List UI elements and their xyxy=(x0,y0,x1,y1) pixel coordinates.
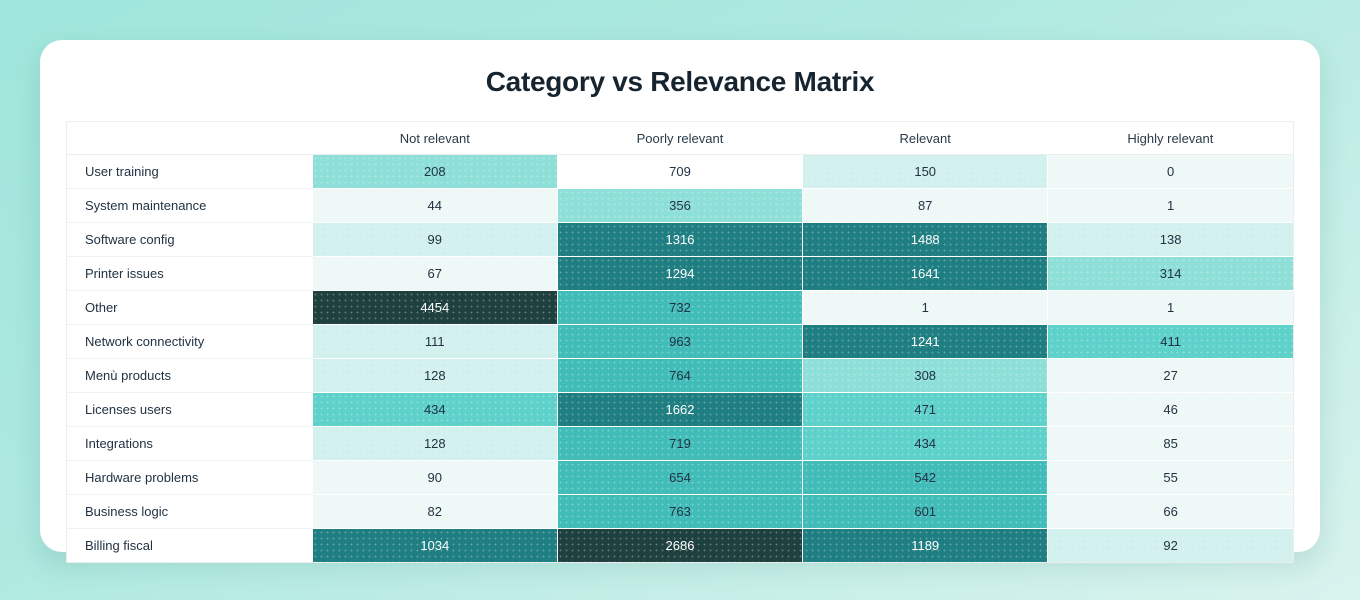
page-title: Category vs Relevance Matrix xyxy=(485,66,875,97)
heatmap-cell[interactable]: 128 xyxy=(311,358,558,393)
table-row: Other 4454 732 1 1 xyxy=(67,290,1293,325)
heatmap-cell[interactable]: 411 xyxy=(1047,324,1293,359)
row-label-hardware-problems: Hardware problems xyxy=(67,460,313,495)
column-header-highly-relevant: Highly relevant xyxy=(1047,122,1293,155)
table-row: Printer issues 67 1294 1641 314 xyxy=(67,256,1293,291)
heatmap-cell[interactable]: 27 xyxy=(1047,358,1293,393)
heatmap-cell[interactable]: 138 xyxy=(1047,222,1293,257)
heatmap-cell[interactable]: 1662 xyxy=(556,392,803,427)
heatmap-cell[interactable]: 1 xyxy=(1047,188,1293,223)
table-row: Network connectivity 111 963 1241 411 xyxy=(67,324,1293,359)
table-row: Licenses users 434 1662 471 46 xyxy=(67,392,1293,427)
table-row: Integrations 128 719 434 85 xyxy=(67,426,1293,461)
row-label-licenses-users: Licenses users xyxy=(67,392,313,427)
heatmap-cell[interactable]: 1 xyxy=(1047,290,1293,325)
matrix-table-container: Not relevant Poorly relevant Relevant Highl… xyxy=(66,121,1294,563)
row-label-user-training: User training xyxy=(67,154,313,189)
heatmap-cell[interactable]: 732 xyxy=(556,290,803,325)
heatmap-cell[interactable]: 92 xyxy=(1047,528,1293,562)
row-label-printer-issues: Printer issues xyxy=(67,256,313,291)
heatmap-cell[interactable]: 1 xyxy=(802,290,1048,325)
heatmap-cell[interactable]: 963 xyxy=(556,324,803,359)
row-label-billing-fiscal: Billing fiscal xyxy=(67,528,313,562)
heatmap-cell[interactable]: 67 xyxy=(311,256,558,291)
heatmap-cell[interactable]: 1316 xyxy=(556,222,803,257)
heatmap-cell[interactable]: 709 xyxy=(556,154,803,189)
heatmap-cell[interactable]: 1294 xyxy=(556,256,803,291)
row-label-other: Other xyxy=(67,290,313,325)
column-header-not-relevant: Not relevant xyxy=(312,122,558,155)
table-row: Software config 99 1316 1488 138 xyxy=(67,222,1293,257)
matrix-body: User training 208 709 150 0 System maintenanc… xyxy=(67,154,1293,562)
heatmap-cell[interactable]: 4454 xyxy=(311,290,558,325)
heatmap-cell[interactable]: 356 xyxy=(556,188,803,223)
heatmap-cell[interactable]: 90 xyxy=(311,460,558,495)
heatmap-cell[interactable]: 44 xyxy=(311,188,558,223)
heatmap-cell[interactable]: 66 xyxy=(1047,494,1293,529)
heatmap-cell[interactable]: 85 xyxy=(1047,426,1293,461)
matrix-header-row: Not relevant Poorly relevant Relevant Highl… xyxy=(67,122,1293,155)
heatmap-cell[interactable]: 1488 xyxy=(802,222,1048,257)
row-label-software-config: Software config xyxy=(67,222,313,257)
heatmap-cell[interactable]: 111 xyxy=(311,324,558,359)
heatmap-cell[interactable]: 471 xyxy=(802,392,1048,427)
table-row: System maintenance 44 356 87 1 xyxy=(67,188,1293,223)
heatmap-cell[interactable]: 150 xyxy=(802,154,1048,189)
table-row: Business logic 82 763 601 66 xyxy=(67,494,1293,529)
heatmap-cell[interactable]: 764 xyxy=(556,358,803,393)
heatmap-cell[interactable]: 434 xyxy=(311,392,558,427)
heatmap-cell[interactable]: 128 xyxy=(311,426,558,461)
row-label-menù-products: Menù products xyxy=(67,358,313,393)
heatmap-cell[interactable]: 1034 xyxy=(311,528,558,562)
row-label-system-maintenance: System maintenance xyxy=(67,188,313,223)
table-row: User training 208 709 150 0 xyxy=(67,154,1293,189)
heatmap-cell[interactable]: 719 xyxy=(556,426,803,461)
heatmap-cell[interactable]: 542 xyxy=(802,460,1048,495)
heatmap-cell[interactable]: 763 xyxy=(556,494,803,529)
column-header-poorly-relevant: Poorly relevant xyxy=(557,122,803,155)
matrix-card: Category vs Relevance Matrix Not relevan… xyxy=(40,40,1320,563)
heatmap-cell[interactable]: 1241 xyxy=(802,324,1048,359)
table-row: Hardware problems 90 654 542 55 xyxy=(67,460,1293,495)
heatmap-cell[interactable]: 1641 xyxy=(802,256,1048,291)
row-label-network-connectivity: Network connectivity xyxy=(67,324,313,359)
heatmap-cell[interactable]: 2686 xyxy=(556,528,803,562)
heatmap-cell[interactable]: 46 xyxy=(1047,392,1293,427)
heatmap-cell[interactable]: 601 xyxy=(802,494,1048,529)
row-label-business-logic: Business logic xyxy=(67,494,313,529)
matrix-corner-cell xyxy=(67,122,313,155)
table-row: Billing fiscal 1034 2686 1189 92 xyxy=(67,528,1293,562)
column-header-relevant: Relevant xyxy=(802,122,1048,155)
table-row: Menù products 128 764 308 27 xyxy=(67,358,1293,393)
heatmap-cell[interactable]: 99 xyxy=(311,222,558,257)
row-label-integrations: Integrations xyxy=(67,426,313,461)
heatmap-cell[interactable]: 82 xyxy=(311,494,558,529)
category-relevance-matrix: Not relevant Poorly relevant Relevant Highl… xyxy=(67,122,1293,562)
heatmap-cell[interactable]: 308 xyxy=(802,358,1048,393)
heatmap-cell[interactable]: 208 xyxy=(311,154,558,189)
heatmap-cell[interactable]: 55 xyxy=(1047,460,1293,495)
heatmap-cell[interactable]: 654 xyxy=(556,460,803,495)
heatmap-cell[interactable]: 314 xyxy=(1047,256,1293,291)
heatmap-cell[interactable]: 1189 xyxy=(802,528,1048,562)
heatmap-cell[interactable]: 0 xyxy=(1047,154,1293,189)
heatmap-cell[interactable]: 434 xyxy=(802,426,1048,461)
heatmap-cell[interactable]: 87 xyxy=(802,188,1048,223)
